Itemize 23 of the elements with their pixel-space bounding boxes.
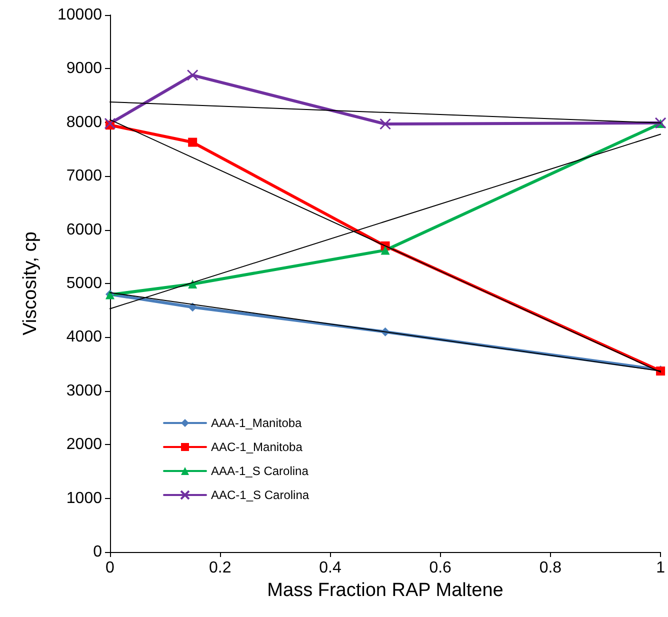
y-axis-title: Viscosity, cp	[20, 232, 41, 336]
legend-label: AAA-1_S Carolina	[211, 464, 309, 478]
x-tick-label: 0.8	[539, 560, 562, 576]
x-tick-label: 0.4	[319, 560, 342, 576]
y-tick-label: 0	[93, 544, 102, 560]
y-tick-label: 8000	[66, 114, 102, 131]
legend-label: AAC-1_Manitoba	[211, 440, 303, 454]
y-tick-label: 9000	[66, 60, 102, 78]
y-tick-label: 10000	[58, 6, 102, 24]
y-tick-label: 3000	[66, 382, 102, 400]
x-tick-label: 0.2	[208, 560, 232, 576]
x-tick-label: 0.6	[429, 560, 452, 576]
y-tick-label: 2000	[66, 436, 102, 454]
x-tick-label: 0	[106, 560, 115, 576]
legend-label: AAC-1_S Carolina	[211, 488, 310, 502]
x-tick-label: 1	[656, 560, 666, 576]
y-tick-label: 1000	[66, 490, 102, 507]
x-axis-title: Mass Fraction RAP Maltene	[267, 580, 504, 601]
y-tick-label: 7000	[66, 168, 102, 185]
y-tick-label: 4000	[66, 328, 102, 346]
legend-label: AAA-1_Manitoba	[211, 416, 302, 430]
y-tick-label: 5000	[66, 275, 102, 292]
y-tick-label: 6000	[66, 221, 102, 238]
